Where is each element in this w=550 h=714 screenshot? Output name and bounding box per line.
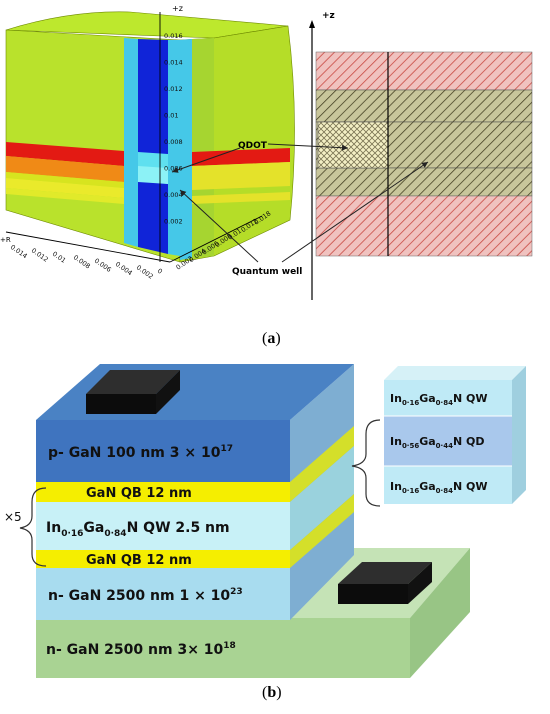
axis-z-label-left: +z — [172, 4, 183, 13]
label-multiplier: ×5 — [4, 510, 22, 524]
r-tick-left-4: 0.006 — [93, 257, 113, 274]
p-contact-top — [86, 370, 180, 394]
r-axis-right — [169, 215, 263, 263]
schematic-layer-olive-1 — [315, 89, 533, 123]
band-orange — [6, 156, 124, 182]
qdot-arrow-left — [171, 147, 241, 173]
label-qb-bottom: GaN QB 12 nm — [86, 553, 192, 568]
z-tick-2: 0.012 — [164, 85, 183, 93]
inset-label-top: In0·16Ga0·84N QW — [390, 392, 487, 407]
schematic-layer-olive-3 — [315, 167, 533, 197]
label-quantum-well: Quantum well — [232, 267, 302, 277]
r-tick-left-7: 0 — [156, 267, 164, 276]
core-cyan-right — [168, 40, 180, 256]
r-tick-left-1: 0.012 — [30, 246, 50, 263]
label-qdot: QDOT — [238, 141, 268, 151]
stack-side-qw — [290, 446, 354, 550]
n-gan-upper-front — [36, 568, 290, 620]
panel-a-3d-render — [5, 11, 295, 263]
p-contact-front — [86, 394, 156, 414]
z-tick-1: 0.014 — [164, 59, 183, 67]
stack-side-qb1 — [290, 426, 354, 502]
stack-side-qb2 — [290, 494, 354, 568]
inset-qw-top — [384, 380, 512, 416]
r-tick-left-6: 0.002 — [135, 263, 155, 280]
core-blue — [138, 39, 168, 254]
z-tick-0: 0.016 — [164, 32, 183, 40]
band-yellow-2 — [6, 178, 124, 198]
core-cyan-outer — [124, 38, 138, 247]
n-contact-front — [338, 584, 408, 604]
brace-x5 — [19, 487, 47, 567]
inset-label-bottom: In0·16Ga0·84N QW — [390, 480, 487, 495]
qwell-arrow-left — [179, 189, 259, 263]
band-red — [6, 142, 124, 166]
band-yellow-1 — [6, 172, 124, 188]
qb-top-front — [36, 482, 290, 502]
qw-front — [36, 502, 290, 550]
inset-label-mid: In0·56Ga0·44N QD — [390, 435, 484, 450]
z-tick-3: 0.01 — [164, 112, 178, 120]
band-yellow-3 — [6, 188, 124, 204]
cylinder-top-surface — [5, 11, 289, 39]
n-gan-lower-front — [36, 618, 410, 678]
n-contact-side — [408, 562, 432, 604]
panel-a-schematic — [309, 20, 533, 300]
inset-qw-bottom — [384, 466, 512, 504]
inset-qd — [384, 416, 512, 466]
r-tick-left-2: 0.01 — [51, 250, 67, 265]
n-contact-top — [338, 562, 432, 584]
side-band-yellow2 — [192, 192, 290, 204]
brace-inset — [351, 419, 381, 507]
schematic-quantum-dot — [317, 121, 389, 169]
label-n-gan-lower: n- GaN 2500 nm 3× 1018 — [46, 641, 236, 658]
qb-bottom-front — [36, 550, 290, 568]
p-gan-front — [36, 420, 290, 482]
schematic-layer-red-bottom — [315, 195, 533, 257]
p-contact-side — [156, 370, 180, 414]
core-side-cyan — [180, 39, 192, 260]
core-side-green — [192, 38, 214, 258]
label-p-gan: p- GaN 100 nm 3 × 1017 — [48, 444, 233, 461]
z-tick-6: 0.004 — [164, 191, 183, 199]
caption-b: (b) — [262, 684, 282, 701]
inset-side-face — [512, 366, 526, 504]
r-tick-left-0: 0.014 — [9, 243, 29, 260]
side-band-red — [192, 148, 290, 166]
qdot-arrow-right — [267, 143, 349, 151]
z-tick-4: 0.008 — [164, 138, 183, 146]
n-gan-lower-side — [410, 548, 470, 678]
panel-b-device-stack — [19, 364, 526, 678]
inset-top-face — [384, 366, 526, 380]
label-qb-top: GaN QB 12 nm — [86, 486, 192, 501]
qwell-arrow-right — [281, 161, 429, 263]
z-tick-7: 0.002 — [164, 218, 183, 226]
axis-r-label: +R — [0, 236, 11, 244]
r-tick-left-5: 0.004 — [114, 260, 134, 277]
schematic-layer-red-top — [315, 51, 533, 91]
r-tick-left-3: 0.008 — [72, 253, 92, 270]
caption-a: (a) — [262, 330, 281, 347]
axis-z-label-right: +z — [322, 11, 335, 21]
qdot-light — [138, 166, 168, 184]
label-n-gan-upper: n- GaN 2500 nm 1 × 1023 — [48, 587, 243, 604]
side-band-yellow — [192, 162, 290, 190]
label-qw: In0·16Ga0·84N QW 2.5 nm — [46, 520, 230, 539]
r-axis — [5, 231, 171, 263]
